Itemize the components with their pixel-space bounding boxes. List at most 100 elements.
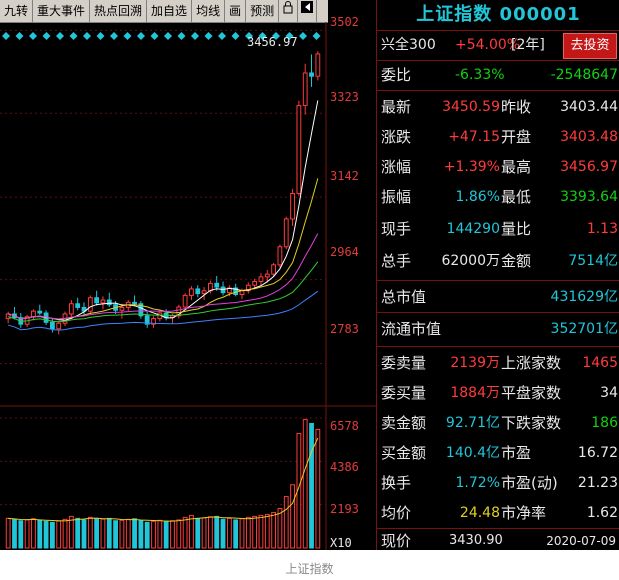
volume-bar	[271, 511, 276, 549]
candle-body	[144, 315, 150, 325]
event-marker-icon	[42, 32, 51, 40]
candle-body	[75, 303, 81, 308]
lock-icon[interactable]	[279, 0, 299, 22]
change-value: +47.15	[448, 129, 500, 145]
event-marker-icon	[29, 32, 37, 40]
candle-body	[309, 72, 314, 77]
candle-body	[182, 294, 188, 308]
volume-bar	[214, 515, 220, 549]
pe-value: 16.72	[577, 445, 618, 461]
price-level-3: 3142	[330, 169, 359, 183]
bottom-row: 现价 3430.90 2020-07-09	[377, 530, 619, 550]
volume-bar	[182, 516, 188, 549]
candle-body	[201, 290, 207, 295]
stock-quote-app: 九转 重大事件 热点回溯 加自选 均线 画 预测 3502 3323 3142 …	[0, 0, 619, 550]
volume-bar	[138, 520, 144, 549]
volume-bar	[94, 518, 100, 549]
candle-body	[252, 281, 258, 286]
candle-body	[56, 322, 62, 330]
candle-body	[119, 306, 125, 311]
arrow-left-icon[interactable]	[298, 0, 318, 22]
sector-label: 兴全300	[381, 37, 436, 53]
toolbar-draw-button[interactable]: 画	[225, 0, 247, 22]
volume-bar	[31, 518, 36, 549]
pb-value: 1.62	[586, 505, 618, 521]
price-level-5: 2783	[330, 322, 359, 336]
high-label: 最高	[501, 158, 532, 176]
quote-row-pct: 涨幅 +1.39% 最高 3456.97	[377, 152, 619, 182]
ask-volume-label: 委卖量	[381, 354, 427, 372]
event-marker-icon	[285, 32, 294, 40]
amplitude-value: 1.86%	[455, 189, 500, 205]
volume-bar	[309, 422, 314, 549]
candle-body	[264, 273, 270, 278]
volume-ma-line	[8, 437, 319, 522]
kline-svg[interactable]	[0, 22, 376, 550]
market-cap-row: 总市值 431629亿	[377, 282, 619, 312]
volume-bar	[252, 515, 258, 549]
toolbar-ma-button[interactable]: 均线	[192, 0, 226, 22]
decliners-value: 186	[591, 415, 618, 431]
sector-return: +54.00%	[455, 37, 521, 53]
stat-row-bid-volume: 委买量 1884万 平盘家数 34	[377, 378, 619, 408]
prev-close-label: 昨收	[501, 98, 532, 116]
volume-bar	[157, 519, 163, 549]
total-hand-value: 62000万	[441, 253, 500, 269]
volume-bar	[233, 519, 239, 549]
toolbar-forecast-button[interactable]: 预测	[246, 0, 280, 22]
volume-unit-label: X10	[330, 536, 352, 550]
kline-chart[interactable]: 3502 3323 3142 2964 2783 3456.97 6578 43…	[0, 15, 376, 550]
volume-bar	[37, 519, 43, 549]
event-marker-icon	[83, 32, 91, 40]
toolbar-jiuzhuan-button[interactable]: 九转	[0, 0, 34, 22]
quote-row-latest: 最新 3450.59 昨收 3403.44	[377, 92, 619, 122]
quote-title: 上证指数 000001	[377, 0, 619, 31]
event-marker-icon	[2, 32, 10, 40]
volume-bar	[176, 519, 182, 549]
candle-body	[151, 318, 156, 325]
event-marker-icon	[299, 32, 307, 40]
candle-body	[195, 288, 201, 295]
candle-body	[50, 321, 55, 330]
candle-body	[290, 192, 295, 220]
volume-bar	[113, 520, 118, 549]
candle-body	[258, 276, 264, 283]
volume-bar	[163, 520, 169, 549]
volume-bar	[125, 518, 131, 549]
volume-bar	[201, 517, 207, 549]
volume-bar	[119, 519, 125, 549]
sell-amount-value: 92.71亿	[445, 415, 500, 431]
divider	[377, 280, 619, 281]
volume-bar	[144, 521, 150, 549]
volume-bar	[220, 518, 226, 549]
toolbar-major-events-button[interactable]: 重大事件	[33, 0, 91, 22]
ma20-line	[8, 233, 319, 320]
market-cap-label: 总市值	[381, 288, 427, 306]
candle-body	[271, 264, 276, 275]
volume-bar	[12, 518, 17, 549]
candle-body	[87, 297, 93, 312]
event-marker-icon	[231, 32, 240, 40]
candle-body	[302, 72, 308, 106]
toolbar-hot-review-button[interactable]: 热点回溯	[90, 0, 148, 22]
volume-bar	[106, 517, 112, 549]
toolbar-add-watchlist-button[interactable]: 加自选	[147, 0, 193, 22]
decliners-label: 下跌家数	[501, 414, 562, 432]
event-marker-icon	[245, 32, 253, 40]
candle-body	[283, 218, 289, 248]
candle-body	[277, 246, 283, 266]
volume-level-2: 4386	[330, 460, 359, 474]
invest-button[interactable]: 去投资	[563, 33, 617, 59]
volume-bar	[290, 484, 295, 549]
prev-close-value: 3403.44	[560, 99, 618, 115]
volume-bar	[87, 516, 93, 549]
change-label: 涨跌	[381, 128, 412, 146]
candle-body	[31, 310, 36, 318]
avg-price-label: 均价	[381, 504, 412, 522]
event-marker-icon	[258, 32, 267, 40]
unchanged-label: 平盘家数	[501, 384, 562, 402]
event-marker-icon	[204, 32, 213, 40]
current-hand-label: 现手	[381, 220, 412, 238]
event-marker-icon	[191, 32, 199, 40]
candle-body	[132, 301, 137, 305]
